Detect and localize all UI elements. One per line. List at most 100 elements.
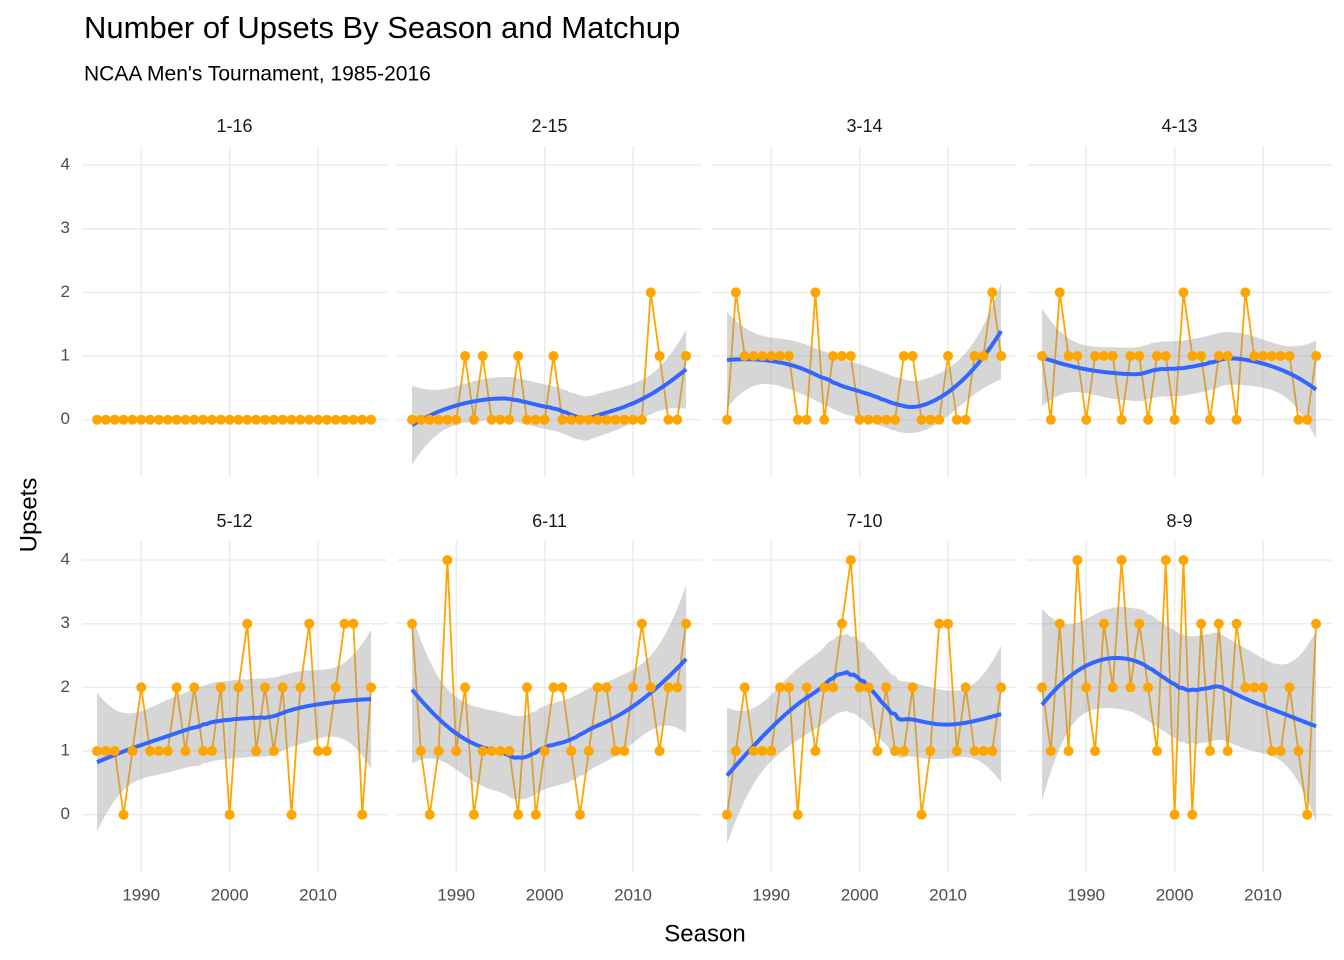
data-point bbox=[1284, 351, 1295, 362]
data-point bbox=[539, 746, 550, 757]
data-point bbox=[863, 414, 874, 425]
data-point bbox=[366, 682, 377, 693]
data-point bbox=[92, 746, 103, 757]
x-tick-label: 2000 bbox=[211, 885, 249, 904]
data-point bbox=[1284, 682, 1295, 693]
data-point bbox=[366, 414, 377, 425]
data-point bbox=[610, 746, 621, 757]
data-point bbox=[766, 351, 777, 362]
data-point bbox=[109, 746, 120, 757]
data-point bbox=[636, 618, 647, 629]
data-point bbox=[1205, 746, 1215, 757]
data-point bbox=[162, 746, 173, 757]
data-point bbox=[242, 618, 253, 629]
data-point bbox=[925, 414, 936, 425]
smooth-line bbox=[1041, 355, 1318, 392]
facet-label: 1-16 bbox=[216, 116, 252, 136]
series-line bbox=[411, 560, 687, 815]
data-point bbox=[854, 682, 865, 693]
data-point bbox=[260, 682, 270, 693]
confidence-band bbox=[1042, 607, 1317, 823]
data-point bbox=[978, 746, 989, 757]
data-point bbox=[810, 746, 821, 757]
x-tick-label: 2010 bbox=[929, 885, 967, 904]
data-point bbox=[504, 746, 515, 757]
data-point bbox=[730, 746, 741, 757]
data-point bbox=[451, 746, 462, 757]
data-point bbox=[477, 746, 488, 757]
x-tick-label: 2000 bbox=[841, 885, 879, 904]
data-point bbox=[730, 287, 741, 298]
x-tick-label: 1990 bbox=[437, 885, 475, 904]
data-point bbox=[1196, 618, 1207, 629]
smooth-line bbox=[725, 669, 1002, 777]
data-point bbox=[987, 746, 998, 757]
data-point bbox=[951, 746, 962, 757]
data-point bbox=[1037, 682, 1048, 693]
y-tick-label: 3 bbox=[61, 218, 70, 237]
data-point bbox=[460, 351, 471, 362]
data-point bbox=[548, 682, 559, 693]
data-point bbox=[566, 746, 577, 757]
data-point bbox=[890, 414, 900, 425]
data-point bbox=[836, 618, 847, 629]
data-point bbox=[722, 414, 733, 425]
data-point bbox=[925, 746, 936, 757]
data-point bbox=[969, 746, 980, 757]
data-point bbox=[1125, 682, 1136, 693]
data-point bbox=[672, 682, 683, 693]
data-point bbox=[943, 618, 954, 629]
data-point bbox=[339, 618, 350, 629]
data-point bbox=[92, 414, 103, 425]
data-point bbox=[1311, 618, 1322, 629]
data-point bbox=[268, 414, 279, 425]
data-point bbox=[100, 746, 111, 757]
data-point bbox=[592, 682, 603, 693]
x-tick-label: 2000 bbox=[1156, 885, 1194, 904]
data-point bbox=[433, 414, 444, 425]
data-point bbox=[1258, 351, 1269, 362]
data-point bbox=[1045, 746, 1056, 757]
data-point bbox=[898, 746, 909, 757]
data-point bbox=[628, 414, 639, 425]
data-point bbox=[251, 414, 262, 425]
data-point bbox=[153, 414, 164, 425]
data-point bbox=[1072, 351, 1083, 362]
data-point bbox=[1081, 682, 1092, 693]
data-point bbox=[1266, 746, 1277, 757]
data-point bbox=[645, 287, 656, 298]
data-point bbox=[339, 414, 350, 425]
data-point bbox=[645, 682, 656, 693]
data-point bbox=[1151, 351, 1162, 362]
y-tick-label: 0 bbox=[61, 409, 70, 428]
data-point bbox=[513, 351, 524, 362]
data-point bbox=[277, 414, 288, 425]
data-point bbox=[1258, 682, 1269, 693]
data-point bbox=[1222, 746, 1233, 757]
data-point bbox=[424, 414, 435, 425]
data-point bbox=[313, 746, 324, 757]
data-point bbox=[521, 414, 532, 425]
data-point bbox=[583, 414, 594, 425]
smooth-line bbox=[411, 367, 688, 427]
facet-label: 6-11 bbox=[532, 511, 567, 531]
data-point bbox=[775, 682, 786, 693]
data-point bbox=[960, 414, 971, 425]
x-tick-label: 2010 bbox=[1244, 885, 1282, 904]
data-point bbox=[1178, 555, 1189, 566]
data-point bbox=[1196, 351, 1207, 362]
x-tick-label: 1990 bbox=[1067, 885, 1105, 904]
confidence-band bbox=[1042, 308, 1317, 439]
data-point bbox=[486, 746, 497, 757]
data-point bbox=[592, 414, 603, 425]
data-point bbox=[530, 414, 541, 425]
data-point bbox=[969, 351, 980, 362]
data-point bbox=[739, 682, 750, 693]
data-point bbox=[575, 414, 585, 425]
data-point bbox=[636, 414, 647, 425]
data-point bbox=[233, 414, 244, 425]
data-point bbox=[890, 746, 900, 757]
data-point bbox=[1293, 414, 1304, 425]
data-point bbox=[321, 414, 332, 425]
data-point bbox=[348, 618, 359, 629]
